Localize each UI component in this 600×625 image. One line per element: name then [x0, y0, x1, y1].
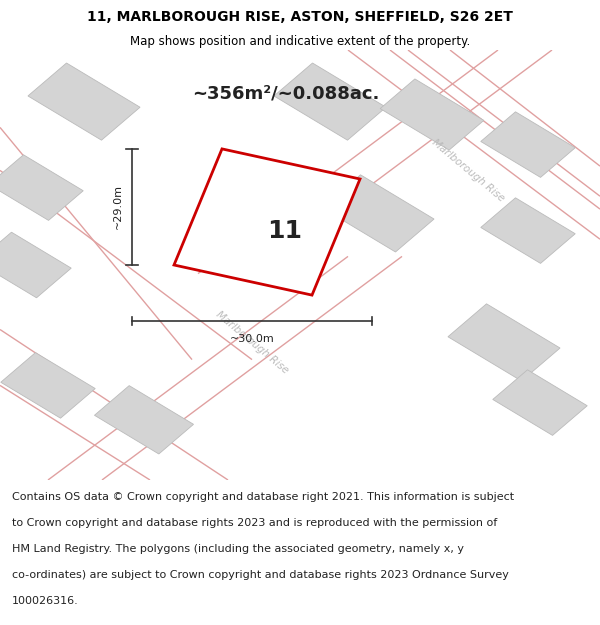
Text: Contains OS data © Crown copyright and database right 2021. This information is : Contains OS data © Crown copyright and d…: [12, 492, 514, 502]
Polygon shape: [481, 198, 575, 263]
Text: HM Land Registry. The polygons (including the associated geometry, namely x, y: HM Land Registry. The polygons (includin…: [12, 544, 464, 554]
Text: Marlborough Rise: Marlborough Rise: [214, 309, 290, 376]
Text: to Crown copyright and database rights 2023 and is reproduced with the permissio: to Crown copyright and database rights 2…: [12, 518, 497, 528]
Polygon shape: [28, 63, 140, 140]
Polygon shape: [274, 63, 386, 140]
Text: ~29.0m: ~29.0m: [113, 184, 123, 229]
Polygon shape: [493, 370, 587, 436]
Polygon shape: [0, 155, 83, 221]
Polygon shape: [481, 112, 575, 178]
Text: 100026316.: 100026316.: [12, 596, 79, 606]
Text: ~356m²/~0.088ac.: ~356m²/~0.088ac.: [192, 84, 379, 102]
Text: co-ordinates) are subject to Crown copyright and database rights 2023 Ordnance S: co-ordinates) are subject to Crown copyr…: [12, 570, 509, 580]
Polygon shape: [174, 149, 360, 295]
Polygon shape: [448, 304, 560, 381]
Polygon shape: [0, 232, 71, 298]
Text: ~30.0m: ~30.0m: [230, 334, 274, 344]
Text: 11, MARLBOROUGH RISE, ASTON, SHEFFIELD, S26 2ET: 11, MARLBOROUGH RISE, ASTON, SHEFFIELD, …: [87, 10, 513, 24]
Polygon shape: [322, 175, 434, 252]
Text: 11: 11: [268, 219, 302, 243]
Text: Marlborough Rise: Marlborough Rise: [430, 138, 506, 204]
Polygon shape: [94, 386, 194, 454]
Text: Map shows position and indicative extent of the property.: Map shows position and indicative extent…: [130, 35, 470, 48]
Polygon shape: [1, 352, 95, 418]
Polygon shape: [380, 79, 484, 150]
